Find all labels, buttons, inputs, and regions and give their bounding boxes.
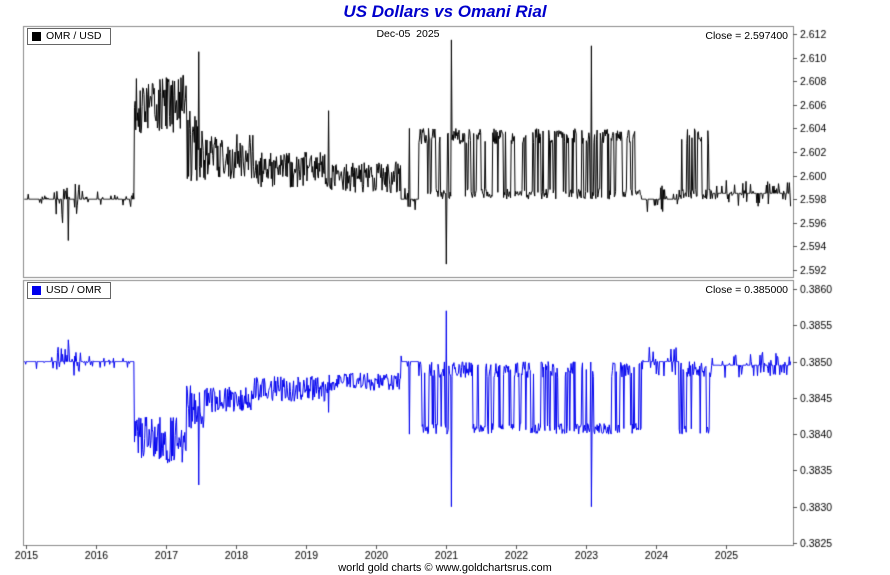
date-annotation: Dec-05 2025: [376, 28, 440, 40]
footer-credit: world gold charts © www.goldchartsrus.co…: [338, 562, 552, 574]
legend-omr-usd: OMR / USD: [27, 28, 112, 45]
usd-omr-series-marker-icon: [32, 286, 41, 295]
close-value-usd-omr: Close = 0.385000: [705, 284, 788, 296]
close-value-omr-usd: Close = 2.597400: [705, 30, 788, 42]
legend-usd-omr: USD / OMR: [27, 282, 112, 299]
omr-usd-series-marker-icon: [32, 32, 41, 41]
legend-label: USD / OMR: [46, 284, 102, 296]
legend-label: OMR / USD: [46, 30, 102, 42]
